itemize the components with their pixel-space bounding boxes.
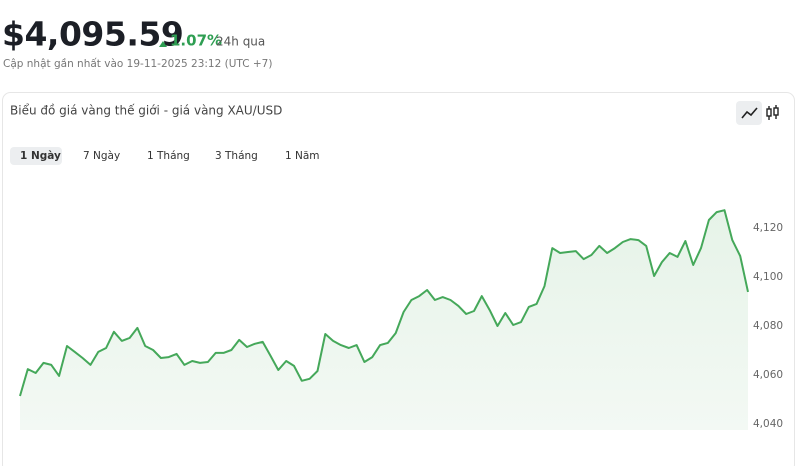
y-tick-label: 4,080 [753,320,783,332]
up-arrow-icon [159,41,167,47]
updated-time: Cập nhật gần nhất vào 19-11-2025 23:12 (… [3,58,272,70]
card-title: Biểu đồ giá vàng thế giới - giá vàng XAU… [10,104,282,118]
chart-type-toggle [736,101,779,125]
period-tab[interactable]: 1 Ngày [20,150,61,162]
period-tab[interactable]: 1 Tháng [147,150,190,162]
y-tick-label: 4,120 [753,222,783,234]
y-tick-label: 4,100 [753,271,783,283]
price-line [19,209,749,397]
price-chart: 4,040 4,060 4,080 4,100 4,120 [19,209,783,430]
period-label: 24h qua [216,35,265,49]
line-icon [741,107,758,119]
period-tab[interactable]: 7 Ngày [83,150,120,162]
period-tab[interactable]: 1 Năm [285,150,320,162]
tab-active-bg [10,147,62,165]
period-tabs: 1 Ngày 7 Ngày 1 Tháng 3 Tháng 1 Năm [20,150,320,162]
candle-chart-button[interactable] [766,105,779,120]
y-tick-label: 4,040 [753,418,783,430]
change-percent: 1.07% [170,32,222,50]
price: $4,095.59 [2,15,183,54]
period-tab[interactable]: 3 Tháng [215,150,258,162]
price-area [20,210,748,430]
y-tick-label: 4,060 [753,369,783,381]
